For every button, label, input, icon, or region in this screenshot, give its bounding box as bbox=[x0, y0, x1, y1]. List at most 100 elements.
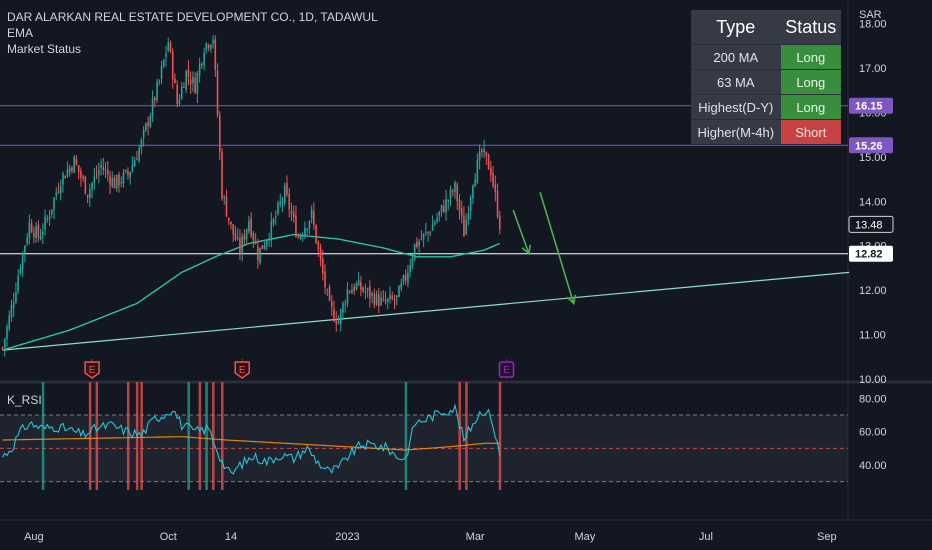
candle-body bbox=[227, 217, 230, 221]
candle-body bbox=[438, 211, 441, 216]
candle-body bbox=[295, 215, 297, 237]
candle-body bbox=[42, 231, 44, 235]
candle-body bbox=[335, 319, 338, 324]
candle-body bbox=[378, 294, 380, 307]
price-tick-label: 11.00 bbox=[859, 330, 886, 342]
status-cell: Long bbox=[780, 44, 841, 70]
candle-body bbox=[393, 299, 396, 301]
candle-body bbox=[151, 98, 154, 116]
candle-body bbox=[62, 173, 64, 185]
candle-body bbox=[169, 42, 172, 51]
indicator-market-status-label[interactable]: Market Status bbox=[7, 42, 82, 56]
candle-body bbox=[250, 218, 252, 236]
candle-body bbox=[44, 216, 46, 230]
arrow-shaft bbox=[512, 209, 530, 254]
candle-body bbox=[37, 224, 40, 238]
candle-body bbox=[174, 78, 176, 84]
candle-body bbox=[366, 288, 369, 291]
candle-body bbox=[297, 236, 299, 238]
candle-body bbox=[129, 172, 131, 178]
candle-body bbox=[142, 129, 145, 138]
candle-body bbox=[268, 239, 270, 241]
candle-body bbox=[389, 294, 391, 300]
status-cell: Long bbox=[780, 69, 841, 95]
rsi-tick-label: 80.00 bbox=[859, 393, 887, 405]
earnings-marker bbox=[84, 361, 100, 379]
candle-body bbox=[330, 301, 333, 307]
candle-body bbox=[290, 210, 293, 214]
candle-body bbox=[203, 52, 205, 65]
candle-body bbox=[420, 239, 423, 241]
candle-body bbox=[6, 326, 8, 340]
time-tick-label: Sep bbox=[817, 531, 837, 543]
rsi-signal-bar bbox=[221, 382, 224, 490]
candle-body bbox=[212, 39, 214, 44]
candle-body bbox=[467, 213, 470, 220]
candle-body bbox=[198, 64, 201, 76]
rsi-tick-label: 40.00 bbox=[859, 460, 887, 472]
candle-body bbox=[319, 247, 322, 261]
rsi-signal-bar bbox=[95, 382, 99, 490]
candle-body bbox=[147, 122, 149, 126]
candle-body bbox=[138, 148, 140, 161]
candle-body bbox=[95, 174, 98, 176]
candle-body bbox=[272, 218, 275, 224]
type-cell: 63 MA bbox=[691, 69, 781, 95]
candle-body bbox=[21, 252, 24, 270]
candle-body bbox=[371, 293, 373, 296]
candle-body bbox=[180, 86, 183, 99]
candle-body bbox=[241, 236, 243, 254]
candle-body bbox=[73, 156, 75, 173]
candle-body bbox=[454, 182, 456, 192]
candle-body bbox=[218, 115, 221, 152]
level-tag-15.26 bbox=[849, 137, 893, 154]
candle-body bbox=[478, 151, 481, 161]
candle-body bbox=[380, 297, 382, 305]
candle-body bbox=[216, 71, 219, 116]
candle-body bbox=[66, 169, 69, 177]
candle-body bbox=[149, 115, 152, 127]
candle-body bbox=[440, 205, 443, 212]
candle-body bbox=[111, 178, 114, 187]
candle-body bbox=[342, 303, 344, 313]
candle-body bbox=[91, 183, 93, 190]
candle-body bbox=[140, 139, 143, 149]
candle-body bbox=[494, 184, 497, 193]
candle-body bbox=[113, 177, 116, 189]
candle-body bbox=[411, 257, 414, 267]
candle-body bbox=[259, 247, 261, 263]
candle-body bbox=[456, 184, 459, 202]
table-row: 200 MA Long bbox=[691, 44, 841, 70]
candle-body bbox=[328, 286, 331, 301]
candle-body bbox=[472, 185, 474, 199]
candle-body bbox=[33, 232, 35, 238]
indicator-ema-label[interactable]: EMA bbox=[7, 26, 34, 40]
candle-body bbox=[84, 176, 87, 194]
ema-line bbox=[2, 233, 501, 351]
candle-body bbox=[196, 73, 199, 94]
candle-body bbox=[201, 63, 203, 66]
candle-body bbox=[59, 186, 62, 194]
rsi-signal-bar bbox=[498, 382, 502, 490]
candle-body bbox=[413, 243, 416, 260]
candle-body bbox=[192, 77, 194, 83]
last-price-label: 13.48 bbox=[855, 219, 883, 231]
candle-body bbox=[447, 200, 450, 202]
candle-body bbox=[50, 209, 53, 215]
price-tick-label: 12.00 bbox=[859, 285, 887, 297]
rsi-pane-title[interactable]: K_RSI bbox=[7, 393, 42, 407]
status-cell: Short bbox=[780, 119, 841, 144]
candle-body bbox=[245, 229, 248, 240]
candle-body bbox=[205, 43, 208, 51]
candle-body bbox=[248, 220, 250, 232]
candle-body bbox=[230, 221, 232, 225]
candle-body bbox=[308, 220, 311, 229]
candle-body bbox=[263, 245, 266, 249]
rsi-signal-bar bbox=[198, 382, 202, 490]
candle-body bbox=[82, 176, 84, 179]
candle-body bbox=[154, 97, 156, 101]
candle-body bbox=[53, 197, 55, 210]
candle-body bbox=[232, 224, 235, 235]
candle-body bbox=[109, 175, 111, 185]
